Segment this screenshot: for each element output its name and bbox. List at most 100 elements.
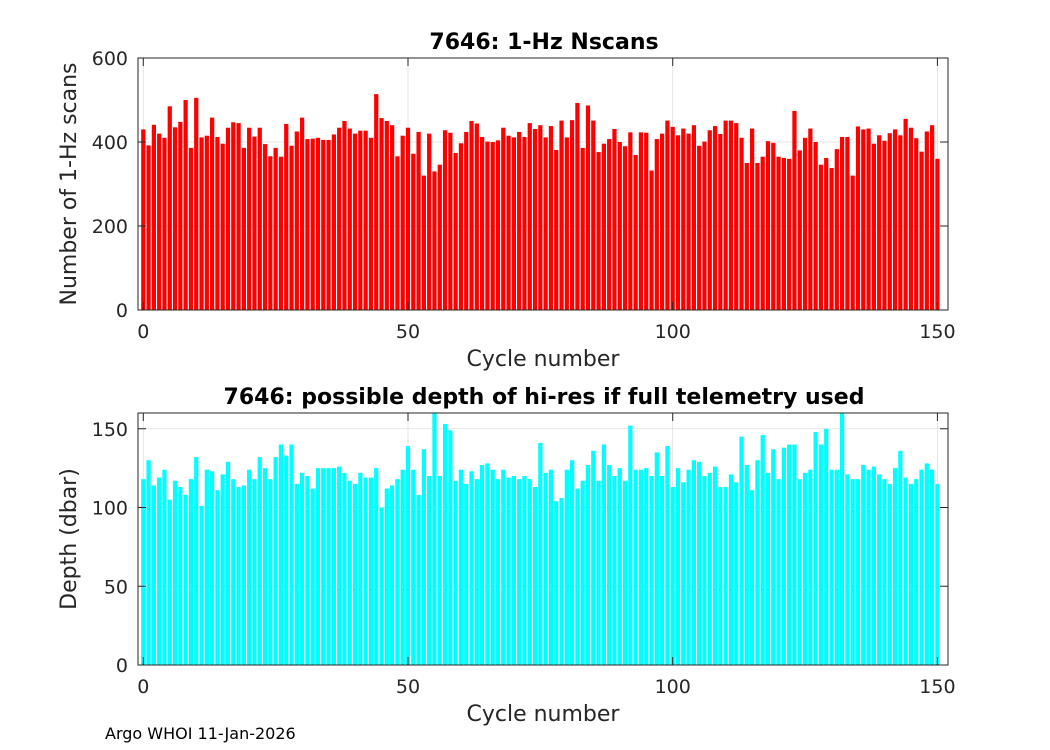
bar — [840, 136, 845, 310]
bar — [225, 127, 231, 310]
bar — [734, 482, 739, 665]
bar — [252, 479, 257, 665]
x-axis-label: Cycle number — [467, 702, 621, 727]
bar — [882, 140, 887, 310]
bar — [908, 127, 914, 310]
bar — [395, 156, 400, 310]
bar — [278, 156, 284, 310]
bar — [818, 164, 824, 310]
bar — [374, 468, 379, 665]
bar — [744, 163, 749, 310]
bar — [527, 123, 532, 310]
bar — [871, 466, 876, 665]
bar — [506, 477, 511, 665]
bar — [252, 136, 257, 310]
bar — [532, 128, 538, 310]
bar — [167, 499, 172, 665]
y-tick-label: 0 — [116, 300, 128, 322]
bar — [178, 121, 183, 310]
bar — [236, 123, 241, 310]
bar — [728, 120, 734, 310]
bar — [374, 94, 379, 311]
bar — [903, 477, 908, 665]
bar — [352, 133, 358, 310]
bar — [622, 146, 628, 310]
bar — [315, 468, 321, 665]
bar — [644, 132, 649, 310]
bar — [887, 133, 892, 310]
bar — [310, 138, 315, 310]
bar — [607, 139, 612, 310]
bar — [924, 463, 929, 665]
bar — [474, 123, 479, 311]
bar — [776, 479, 781, 665]
x-tick-label: 150 — [919, 321, 955, 343]
bar — [686, 133, 691, 310]
bar — [141, 129, 146, 310]
bar — [257, 457, 262, 665]
bar — [262, 468, 268, 665]
footer-credit: Argo WHOI 11-Jan-2026 — [105, 724, 296, 743]
bar — [612, 128, 617, 310]
bar — [702, 141, 707, 310]
bar — [570, 120, 575, 310]
bar — [464, 483, 469, 665]
bar — [215, 490, 220, 665]
bar — [622, 480, 628, 665]
bar — [532, 487, 538, 665]
bar — [824, 157, 829, 310]
bar — [871, 143, 876, 310]
y-tick-label: 100 — [92, 498, 128, 520]
bar — [485, 463, 490, 665]
bar — [517, 479, 522, 665]
x-tick-label: 150 — [919, 676, 955, 698]
bar — [400, 135, 405, 310]
bar — [342, 472, 347, 665]
bar — [935, 483, 940, 665]
bar — [379, 507, 384, 665]
bar — [649, 476, 654, 665]
bar — [914, 479, 919, 665]
bar — [453, 152, 458, 310]
bar — [781, 157, 786, 310]
bar — [231, 122, 236, 310]
bar — [797, 150, 802, 310]
bar — [760, 156, 765, 310]
bar — [617, 468, 622, 665]
bar — [347, 480, 352, 665]
bar — [660, 476, 665, 665]
bar — [771, 142, 776, 310]
bar — [543, 472, 548, 665]
bar — [506, 135, 511, 310]
bar — [739, 137, 744, 310]
bar — [188, 479, 194, 665]
bar — [442, 424, 448, 665]
bar — [686, 469, 691, 665]
bar — [861, 129, 866, 310]
bar — [681, 482, 686, 665]
bar — [352, 483, 358, 665]
bar — [877, 135, 882, 310]
bar — [427, 133, 432, 310]
bar — [416, 494, 421, 665]
bar — [273, 457, 278, 665]
bar — [257, 127, 262, 310]
bar — [284, 455, 289, 665]
bar — [300, 117, 305, 310]
bar — [861, 464, 866, 665]
bar — [930, 125, 935, 310]
bar — [183, 494, 188, 665]
bar — [231, 479, 236, 665]
bar — [712, 466, 718, 665]
bar — [469, 121, 474, 310]
bar — [903, 118, 908, 311]
bar — [585, 464, 591, 665]
bar — [691, 460, 696, 665]
bar — [522, 136, 527, 310]
bar — [564, 137, 569, 310]
bar — [485, 141, 490, 310]
bar — [707, 130, 712, 310]
bar — [728, 474, 734, 665]
bar — [427, 476, 432, 665]
bar — [390, 125, 395, 310]
